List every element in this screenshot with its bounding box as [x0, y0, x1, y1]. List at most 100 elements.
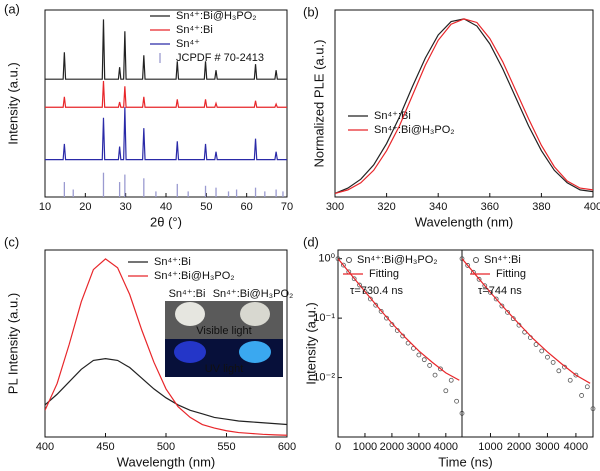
data-point	[421, 357, 427, 363]
x-tick-label: 0	[335, 441, 341, 453]
series-line	[45, 258, 287, 436]
x-tick-label: 2000	[507, 441, 531, 453]
legend-label: Sn⁴⁺:Bi	[374, 110, 411, 122]
y-tick-label: 10⁻¹	[313, 312, 335, 324]
annotation: τ=744 ns	[478, 285, 522, 297]
series-line	[45, 107, 287, 161]
data-point	[556, 368, 562, 374]
legend-marker	[346, 257, 352, 263]
data-point	[362, 289, 368, 294]
data-point	[590, 406, 596, 412]
x-tick-label: 4000	[434, 441, 458, 453]
data-point	[493, 296, 499, 302]
x-tick-label: 360	[481, 201, 499, 213]
x-tick-label: 50	[200, 201, 212, 213]
plot-frame	[44, 9, 288, 198]
x-tick-label: 500	[157, 441, 175, 453]
data-point	[476, 276, 482, 282]
data-point	[367, 296, 373, 302]
data-point	[545, 354, 550, 360]
data-point	[448, 377, 454, 383]
data-point	[533, 342, 539, 347]
series-line	[335, 18, 593, 195]
legend-label: JCPDF # 70-2413	[176, 52, 264, 64]
x-tick-label: 450	[96, 441, 114, 453]
sample-uv	[239, 341, 271, 363]
panel-label: (a)	[4, 1, 20, 16]
data-point	[459, 256, 465, 262]
legend-label: Sn⁴⁺	[176, 38, 200, 50]
x-tick-label: 600	[278, 441, 296, 453]
data-point	[573, 372, 579, 378]
data-point	[432, 372, 438, 378]
data-point	[373, 302, 379, 308]
x-tick-label: 2000	[380, 441, 404, 453]
x-tick-label: 320	[377, 201, 395, 213]
data-point	[550, 359, 556, 365]
y-axis-label: Normalized PLE (a.u.)	[311, 40, 326, 168]
legend-label: Sn⁴⁺:Bi	[154, 256, 191, 268]
x-axis-label: Wavelength (nm)	[117, 454, 216, 469]
data-point	[584, 384, 590, 390]
series-line	[45, 19, 287, 80]
data-point	[443, 388, 449, 394]
x-tick-label: 400	[584, 201, 600, 213]
legend-label: Fitting	[496, 268, 526, 280]
data-point	[499, 303, 505, 309]
x-axis-label: Wavelength (nm)	[415, 214, 514, 229]
inset-label: Sn⁴⁺:Bi@H₃PO₂	[213, 288, 294, 300]
sample-visible	[175, 302, 205, 326]
x-tick-label: 3000	[535, 441, 559, 453]
x-tick-label: 60	[241, 201, 253, 213]
x-tick-label: 10	[39, 201, 51, 213]
legend-label: Sn⁴⁺:Bi	[484, 254, 521, 266]
data-point	[505, 309, 510, 315]
y-tick-label: 10⁰	[318, 253, 335, 265]
legend-label: Fitting	[369, 268, 399, 280]
x-tick-label: 1000	[478, 441, 502, 453]
x-tick-label: 380	[532, 201, 550, 213]
inset-label: Sn⁴⁺:Bi	[169, 288, 206, 300]
data-point	[567, 377, 573, 383]
series-line	[45, 358, 287, 426]
plot-frame	[334, 9, 594, 198]
data-point	[378, 308, 384, 314]
x-tick-label: 30	[120, 201, 132, 213]
x-tick-label: 20	[79, 201, 91, 213]
panel-label: (d)	[303, 234, 319, 249]
series-line	[338, 258, 460, 381]
data-point	[488, 290, 493, 295]
data-point	[454, 398, 460, 404]
data-point	[340, 262, 346, 268]
x-tick-label: 1000	[353, 441, 377, 453]
legend-marker	[473, 257, 479, 263]
sample-uv	[174, 341, 206, 363]
plot-frame	[461, 249, 594, 438]
data-point	[351, 276, 357, 282]
panel-label: (b)	[303, 4, 319, 19]
data-point	[465, 263, 471, 268]
inset-caption: Visible light	[196, 325, 251, 337]
x-tick-label: 3000	[407, 441, 431, 453]
y-axis-label: PL Intensity (a.u.)	[5, 293, 20, 394]
x-axis-label: Time (ns)	[438, 454, 492, 469]
data-point	[579, 393, 585, 398]
x-tick-label: 550	[217, 441, 235, 453]
data-point	[335, 256, 341, 262]
x-tick-label: 300	[326, 201, 344, 213]
x-tick-label: 40	[160, 201, 172, 213]
y-axis-label: Intensity (a.u.)	[5, 62, 20, 144]
data-point	[357, 282, 362, 288]
data-point	[510, 316, 516, 322]
legend-label: Sn⁴⁺:Bi@H₃PO₂	[357, 254, 438, 266]
data-point	[438, 366, 443, 372]
y-tick-label: 10⁻²	[313, 371, 335, 383]
series-line	[45, 81, 287, 108]
x-tick-label: 340	[429, 201, 447, 213]
data-point	[427, 363, 433, 368]
data-point	[416, 352, 422, 358]
legend-label: Sn⁴⁺:Bi@H₃PO₂	[374, 124, 455, 136]
sample-visible	[240, 302, 270, 326]
series-line	[462, 258, 591, 384]
